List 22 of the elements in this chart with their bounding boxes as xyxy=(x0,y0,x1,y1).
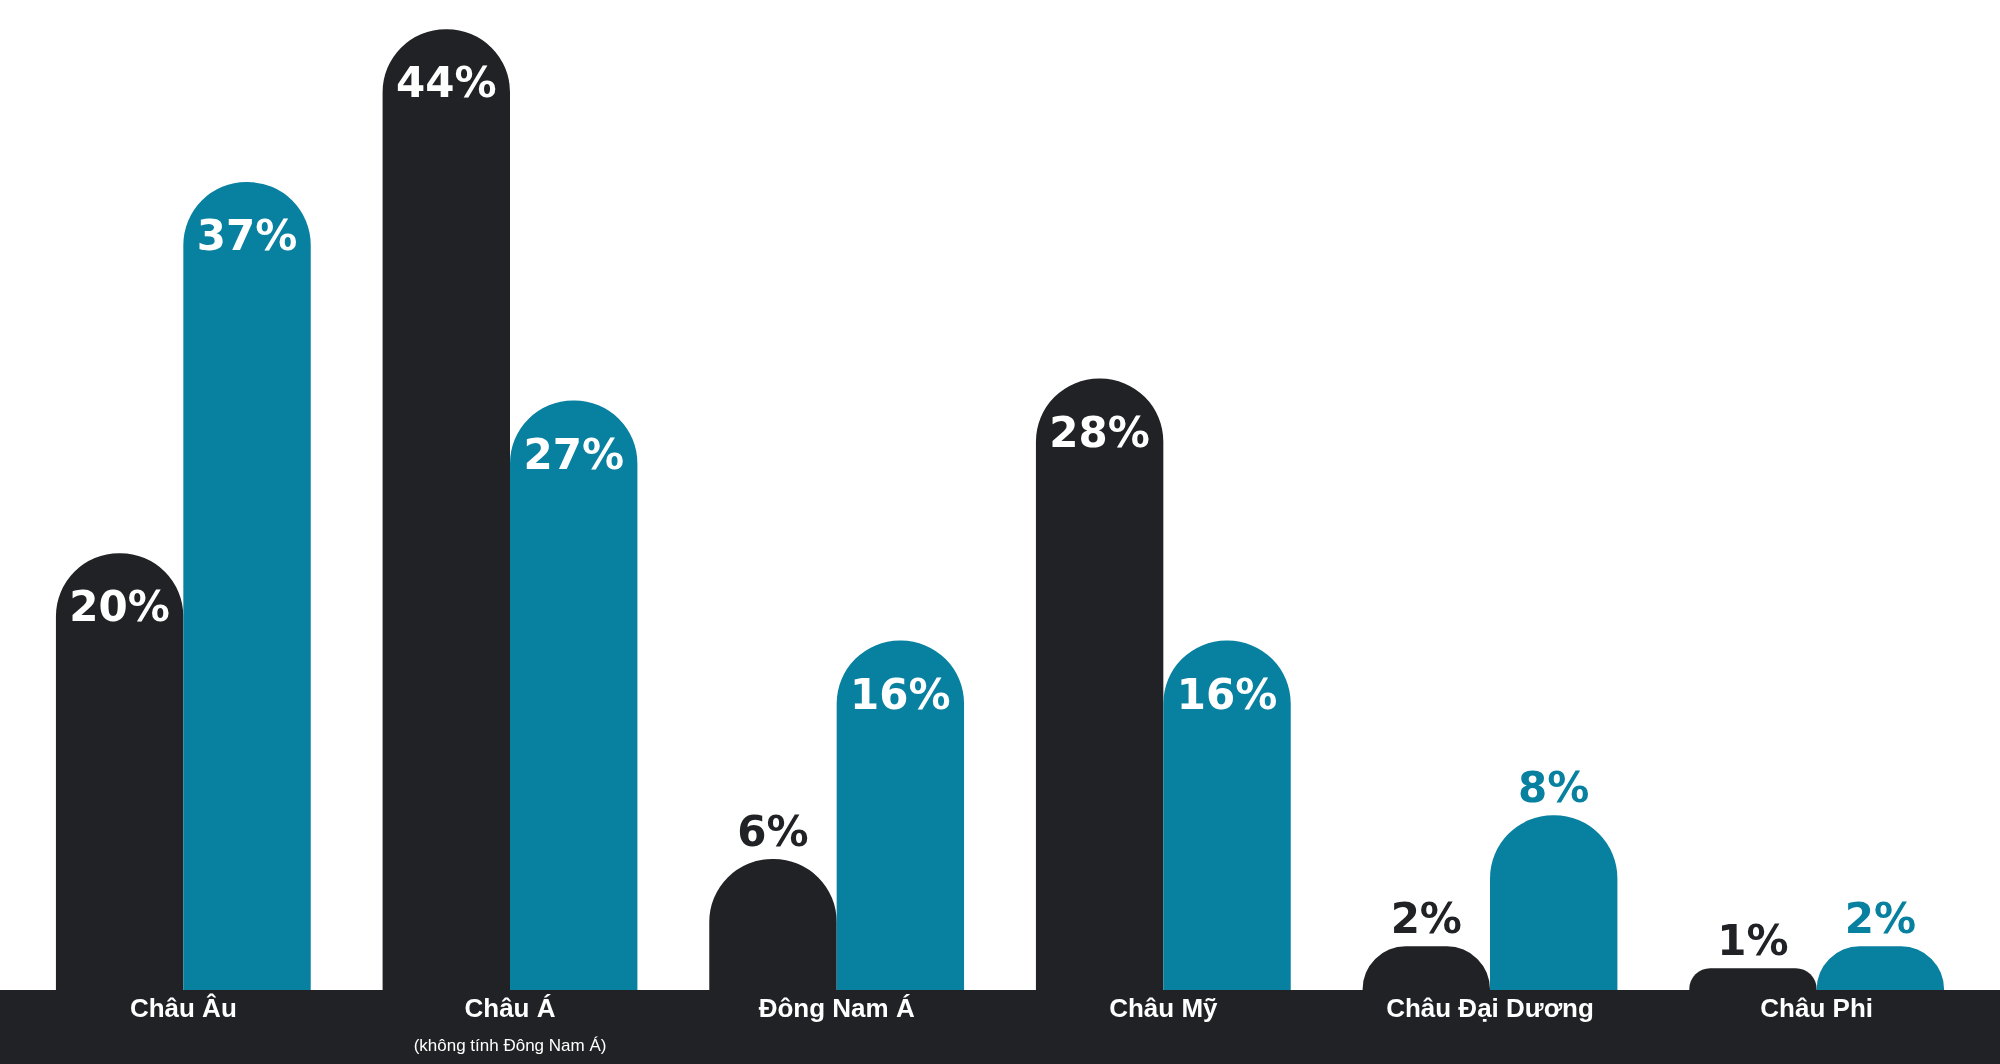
data-label: 6% xyxy=(737,806,809,856)
x-tick-label: Châu Mỹ xyxy=(1109,993,1219,1023)
x-tick-label: Châu Âu xyxy=(129,993,237,1023)
x-tick-label: Châu Đại Dương xyxy=(1386,993,1594,1023)
bar xyxy=(1163,640,1291,990)
data-label: 20% xyxy=(69,582,170,632)
x-tick-label: Châu Phi xyxy=(1760,993,1874,1023)
data-label: 27% xyxy=(523,429,624,479)
data-label: 44% xyxy=(396,58,497,108)
data-label: 8% xyxy=(1518,763,1590,813)
data-label: 1% xyxy=(1717,916,1789,966)
data-label: 37% xyxy=(196,211,298,261)
x-tick-label: Châu Á (không tính Đông Nam Á) xyxy=(413,993,607,1055)
x-tick-label: Đông Nam Á xyxy=(758,993,915,1023)
data-label: 2% xyxy=(1844,894,1917,944)
bar xyxy=(510,400,638,990)
data-label: 16% xyxy=(1176,669,1278,719)
data-label: 16% xyxy=(850,669,951,719)
bar xyxy=(183,182,311,990)
bar xyxy=(836,640,965,990)
data-label: 28% xyxy=(1049,407,1150,457)
data-label: 2% xyxy=(1390,894,1462,944)
